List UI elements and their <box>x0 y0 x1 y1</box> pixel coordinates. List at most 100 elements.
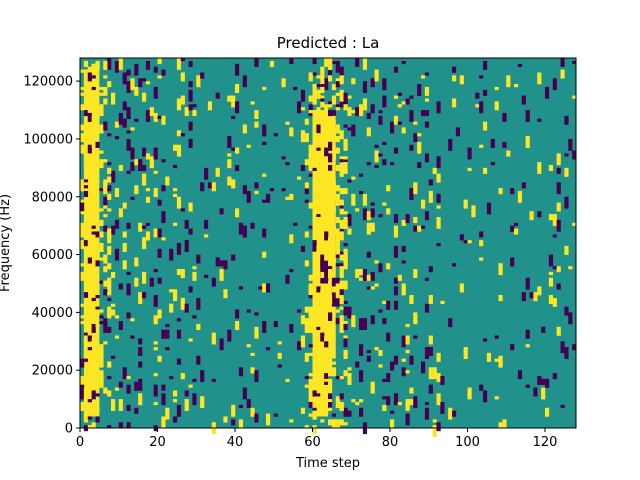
heatmap-cell-low <box>413 133 418 143</box>
heatmap-cell-high <box>91 190 96 195</box>
heatmap-cell-low <box>428 179 433 186</box>
heatmap-cell-high <box>138 222 143 232</box>
heatmap-cell-high <box>145 231 151 241</box>
heatmap-cell-high <box>335 124 340 134</box>
heatmap-cell-high <box>331 225 337 235</box>
heatmap-cell-high <box>339 280 344 290</box>
heatmap-cell-low <box>235 63 240 76</box>
heatmap-cell-high <box>173 193 178 198</box>
heatmap-cell-high <box>343 156 348 160</box>
heatmap-cell-high <box>134 159 139 166</box>
heatmap-cell-high <box>525 136 530 148</box>
heatmap-cell-low <box>103 225 108 232</box>
heatmap-cell-low <box>440 401 445 414</box>
heatmap-cell-high <box>343 422 348 426</box>
heatmap-cell-low <box>510 257 515 267</box>
heatmap-cell-high <box>413 121 418 125</box>
heatmap-cell-low <box>393 277 399 284</box>
heatmap-cell-low <box>300 164 306 172</box>
heatmap-cell-low <box>169 248 174 261</box>
heatmap-cell-low <box>87 399 92 403</box>
heatmap-cell-low <box>262 321 267 333</box>
heatmap-cell-high <box>304 133 309 143</box>
heatmap-cell-high <box>153 315 158 325</box>
heatmap-cell-high <box>324 170 329 177</box>
heatmap-cell-high <box>231 404 236 417</box>
heatmap-cell-high <box>149 156 154 169</box>
heatmap-cell-low <box>409 144 414 151</box>
heatmap-cell-high <box>304 260 309 264</box>
heatmap-cell-high <box>134 277 139 287</box>
heatmap-cell-low <box>316 124 321 134</box>
heatmap-cell-high <box>83 159 89 163</box>
heatmap-cell-low <box>304 375 309 380</box>
heatmap-cell-low <box>424 303 430 313</box>
heatmap-cell-low <box>362 269 368 281</box>
heatmap-cell-high <box>421 75 426 79</box>
heatmap-cell-high <box>192 266 197 270</box>
heatmap-cell-low <box>242 185 247 195</box>
heatmap-cell-high <box>122 231 127 238</box>
heatmap-cell-low <box>262 199 267 203</box>
heatmap-cell-low <box>331 110 337 120</box>
heatmap-cell-high <box>382 300 387 305</box>
heatmap-cell-high <box>312 89 317 99</box>
heatmap-cell-low <box>281 188 286 192</box>
heatmap-cell-high <box>142 173 147 186</box>
heatmap-cell-high <box>335 136 340 143</box>
heatmap-cell-high <box>300 315 306 325</box>
heatmap-cell-high <box>405 335 410 345</box>
heatmap-cell-high <box>227 153 232 157</box>
heatmap-cell-low <box>165 329 170 339</box>
heatmap-cell-high <box>517 190 523 203</box>
heatmap-cell-high <box>107 193 112 200</box>
heatmap-cell-low <box>134 381 139 391</box>
heatmap-cell-low <box>490 138 495 148</box>
heatmap-cell-low <box>421 110 426 117</box>
heatmap-cell-high <box>328 295 333 305</box>
heatmap-cell-low <box>378 153 383 157</box>
heatmap-cell-high <box>308 95 313 102</box>
heatmap-cell-high <box>176 269 182 276</box>
heatmap-cell-low <box>545 86 550 99</box>
heatmap-cell-low <box>448 138 453 151</box>
heatmap-cell-high <box>262 86 267 91</box>
heatmap-cell-low <box>107 185 112 189</box>
heatmap-cell-high <box>83 390 89 397</box>
heatmap-cell-low <box>343 95 348 105</box>
heatmap-cell-high <box>242 124 247 134</box>
heatmap-cell-low <box>452 66 457 73</box>
heatmap-cell-low <box>409 188 414 200</box>
heatmap-cell-high <box>304 384 309 388</box>
heatmap-cell-high <box>180 72 185 82</box>
heatmap-cell-low <box>393 300 399 310</box>
heatmap-cell-low <box>502 141 507 148</box>
heatmap-cell-high <box>374 69 379 82</box>
heatmap-cell-high <box>324 205 329 209</box>
heatmap-cell-high <box>235 84 240 93</box>
heatmap-cell-high <box>331 101 337 105</box>
heatmap-cell-low <box>122 367 127 380</box>
heatmap-cell-low <box>351 124 356 137</box>
heatmap-cell-low <box>343 300 348 305</box>
heatmap-cell-high <box>223 416 228 423</box>
heatmap-cell-high <box>328 269 333 278</box>
heatmap-cell-high <box>95 309 100 316</box>
heatmap-cell-high <box>556 266 561 273</box>
heatmap-cell-high <box>343 211 348 215</box>
heatmap-cell-high <box>80 185 85 192</box>
heatmap-cell-low <box>308 295 313 299</box>
heatmap-cell-low <box>324 266 329 273</box>
heatmap-cell-low <box>347 306 352 319</box>
heatmap-cell-high <box>184 399 189 411</box>
heatmap-cell-high <box>138 292 143 305</box>
heatmap-cell-low <box>409 95 414 99</box>
heatmap-cell-high <box>316 107 321 117</box>
heatmap-cell-high <box>328 75 333 82</box>
heatmap-cell-high <box>80 271 85 281</box>
heatmap-cell-low <box>250 222 255 229</box>
heatmap-cell-high <box>335 419 340 429</box>
heatmap-cell-high <box>99 243 104 252</box>
heatmap-cell-low <box>254 58 259 67</box>
heatmap-cell-high <box>87 329 92 336</box>
